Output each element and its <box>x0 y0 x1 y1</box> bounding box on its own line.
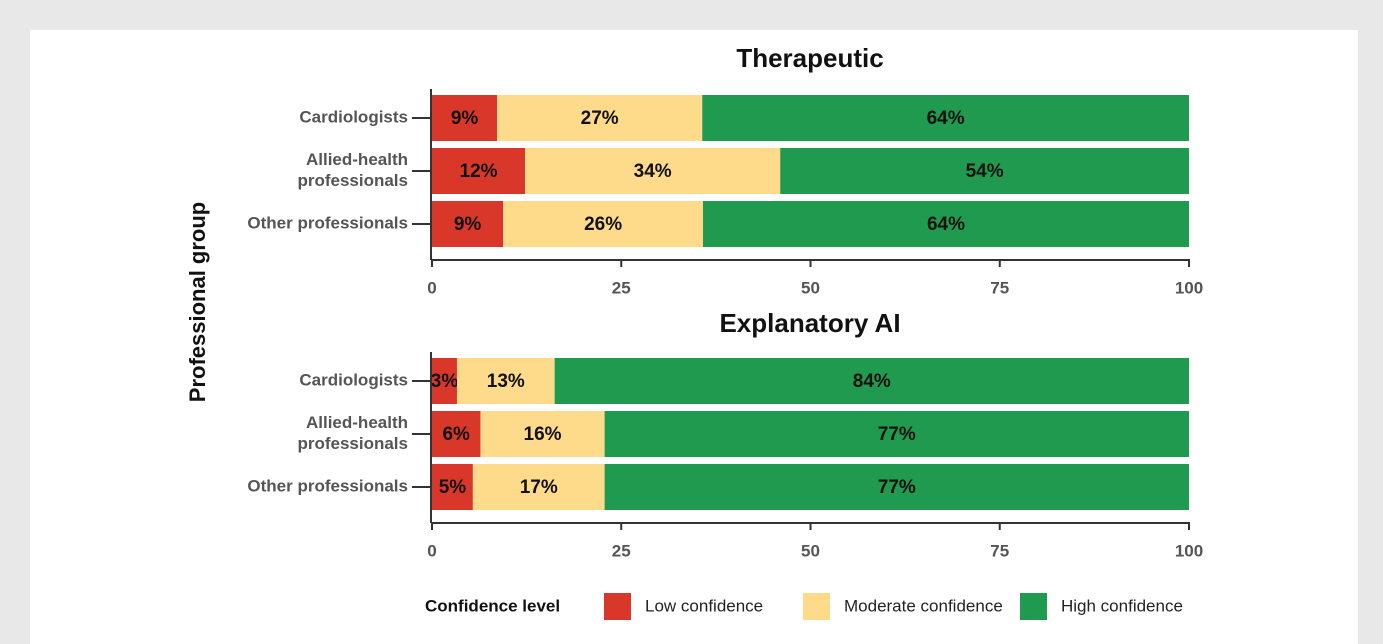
x-tick-label: 25 <box>612 278 631 297</box>
x-tick-label: 100 <box>1175 541 1203 560</box>
bar-segment <box>480 411 605 457</box>
value-label: 34% <box>634 161 672 182</box>
x-tick-label: 25 <box>612 541 631 560</box>
bar-segment <box>702 95 1189 141</box>
x-tick-label: 75 <box>990 278 1009 297</box>
y-tick-label: Cardiologists <box>299 370 408 389</box>
value-label: 64% <box>927 214 965 235</box>
legend-label: Moderate confidence <box>844 596 1003 615</box>
value-label: 13% <box>487 371 525 392</box>
y-tick-label: Allied-health professionals <box>297 150 408 190</box>
x-tick-label: 50 <box>801 278 820 297</box>
bar-segment <box>503 201 704 247</box>
value-label: 5% <box>439 477 467 498</box>
bar-segment <box>780 148 1189 194</box>
bar-segment <box>604 464 1189 510</box>
bar-segment <box>432 464 473 510</box>
y-axis-label: Professional group <box>185 202 210 402</box>
value-label: 84% <box>853 371 891 392</box>
bar-segment <box>554 358 1189 404</box>
x-tick-label: 100 <box>1175 278 1203 297</box>
bar-segment <box>456 358 555 404</box>
value-label: 77% <box>878 424 916 445</box>
legend-swatch <box>803 593 830 620</box>
value-label: 3% <box>431 371 459 392</box>
x-tick-label: 50 <box>801 541 820 560</box>
chart-title: Explanatory AI <box>719 308 900 338</box>
bar-segment <box>432 358 457 404</box>
y-tick-label: Other professionals <box>247 213 408 232</box>
bar-segment <box>604 411 1189 457</box>
value-label: 17% <box>520 477 558 498</box>
y-tick-label: Cardiologists <box>299 107 408 126</box>
value-label: 77% <box>878 477 916 498</box>
bar-segment <box>432 95 498 141</box>
value-label: 54% <box>966 161 1004 182</box>
bar-segment <box>472 464 605 510</box>
value-label: 26% <box>584 214 622 235</box>
value-label: 6% <box>442 424 470 445</box>
bar-segment <box>703 201 1189 247</box>
bar-segment <box>525 148 781 194</box>
y-tick-label: Other professionals <box>247 476 408 495</box>
value-label: 9% <box>454 214 482 235</box>
legend-swatch <box>604 593 631 620</box>
value-label: 27% <box>581 108 619 129</box>
bar-segment <box>432 148 526 194</box>
value-label: 64% <box>927 108 965 129</box>
legend-label: Low confidence <box>645 596 763 615</box>
y-tick-label: Allied-health professionals <box>297 413 408 453</box>
legend-label: High confidence <box>1061 596 1183 615</box>
value-label: 12% <box>460 161 498 182</box>
x-tick-label: 75 <box>990 541 1009 560</box>
x-tick-label: 0 <box>427 278 436 297</box>
value-label: 9% <box>451 108 479 129</box>
x-tick-label: 0 <box>427 541 436 560</box>
bar-segment <box>432 201 504 247</box>
value-label: 16% <box>524 424 562 445</box>
legend-swatch <box>1020 593 1047 620</box>
bar-segment <box>432 411 481 457</box>
legend-title: Confidence level <box>425 596 560 615</box>
chart-title: Therapeutic <box>736 43 883 73</box>
bar-segment <box>497 95 703 141</box>
